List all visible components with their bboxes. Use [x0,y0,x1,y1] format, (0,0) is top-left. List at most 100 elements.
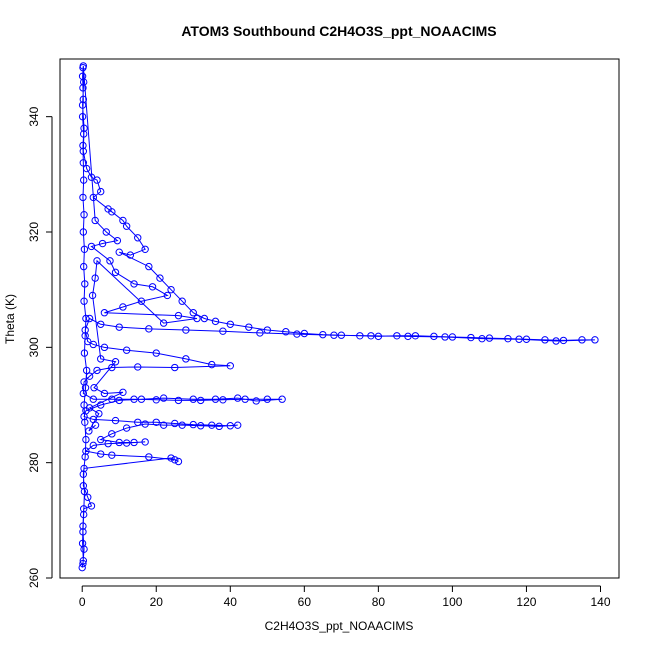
data-point [211,317,220,326]
data-point [85,404,94,412]
data-point [167,454,175,462]
x-axis: 0 20 40 60 80 100 120 140 [79,585,611,609]
data-point [208,360,216,369]
data-point [256,329,264,337]
data-point [115,323,123,331]
data-point [80,349,89,357]
data-point [82,447,90,455]
data-point [81,326,89,334]
data-point [159,394,168,402]
chart-title: ATOM3 Southbound C2H4O3S_ppt_NOAACIMS [181,23,496,39]
data-point [485,334,494,342]
data-point [367,332,375,340]
data-point [430,332,438,341]
x-axis-label: C2H4O3S_ppt_NOAACIMS [265,619,414,633]
data-point [108,208,116,216]
data-point [87,502,96,510]
y-tick-label: 340 [27,106,41,126]
data-point [119,216,127,225]
data-point [245,323,253,331]
data-point [178,297,186,305]
data-point [79,559,87,568]
plot-frame [59,58,620,579]
data-point [79,176,88,184]
data-point [330,331,338,339]
data-point [137,297,146,305]
data-point [167,285,175,294]
data-point [522,335,531,343]
data-point [182,355,190,363]
data-point [215,422,223,431]
data-point [108,430,116,438]
data-point [137,395,146,403]
data-point [145,453,153,461]
data-point [404,332,412,341]
data-point [108,395,116,403]
data-point [82,366,91,375]
data-point [79,62,88,70]
data-point [87,242,96,251]
data-point [90,384,98,392]
data-point [79,505,88,513]
data-point [93,366,101,375]
data-point [91,421,100,429]
data-point [552,337,560,345]
data-point [374,332,383,341]
data-point [82,314,90,323]
data-point [122,439,131,447]
data-point [79,510,88,519]
data-point [448,333,457,341]
data-point [79,84,87,92]
data-point [159,421,168,429]
data-point [88,291,97,300]
data-point [411,332,420,340]
data-point [148,283,157,291]
data-point [80,245,89,254]
data-point [171,456,179,464]
x-tick-label: 40 [224,595,238,609]
data-point [87,173,96,181]
data-layer [78,62,599,572]
data-point [219,327,227,335]
data-point [81,453,89,461]
data-point [226,422,234,430]
data-point [89,193,98,202]
data-point [156,274,164,282]
data-point [178,421,186,429]
data-point [100,389,109,398]
data-point [79,95,88,104]
data-point [80,211,88,219]
data-point [278,395,286,403]
data-point [81,332,89,340]
data-point [80,401,88,409]
data-point [78,101,87,109]
data-point [100,309,109,317]
data-point [219,396,227,404]
data-point [134,418,142,426]
data-point [122,222,131,230]
data-point [126,251,135,259]
data-point [79,141,87,150]
data-point [80,545,88,553]
data-point [97,320,105,328]
y-tick-label: 280 [27,452,41,472]
data-point [141,245,149,254]
data-point [578,336,586,344]
data-point [97,187,105,196]
data-point [79,262,88,271]
data-point [541,336,549,344]
data-point [85,427,93,435]
data-point [130,395,138,403]
data-point [102,228,110,236]
y-axis: 260 280 300 320 340 [27,106,53,588]
data-point [122,346,131,354]
data-point [115,248,123,256]
data-point [80,487,89,496]
data-point [152,349,160,357]
data-point [134,234,142,242]
series-line [81,65,595,568]
data-point [134,363,142,371]
data-point [97,450,105,458]
x-tick-label: 0 [79,595,86,609]
data-point [319,330,327,339]
